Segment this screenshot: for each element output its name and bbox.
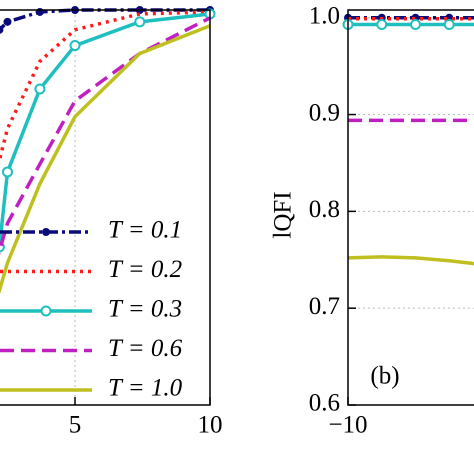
x-tick-label: 5 xyxy=(69,412,82,439)
panel-label: (b) xyxy=(370,363,399,390)
series-line xyxy=(347,255,474,266)
plot-frame xyxy=(347,9,474,406)
series-line xyxy=(0,24,211,294)
x-tick-label: −10 xyxy=(328,412,367,439)
marker xyxy=(410,19,421,31)
marker xyxy=(69,40,81,52)
x-tick-label: 10 xyxy=(198,412,223,439)
legend-label: T = 1.0 xyxy=(108,375,183,402)
y-tick-label: 0.8 xyxy=(309,196,340,223)
marker xyxy=(34,83,46,95)
y-tick-label: 0.7 xyxy=(309,293,340,320)
y-tick-label: 0.6 xyxy=(309,390,340,417)
legend-marker xyxy=(42,228,50,236)
marker xyxy=(0,25,4,34)
marker xyxy=(2,166,13,178)
plot-frame xyxy=(0,9,211,406)
marker xyxy=(443,19,455,31)
series-line xyxy=(0,12,211,252)
marker xyxy=(3,17,12,26)
marker xyxy=(376,19,388,31)
legend-label: T = 0.3 xyxy=(108,296,182,323)
legend-label: T = 0.2 xyxy=(108,256,182,283)
legend-label: T = 0.1 xyxy=(108,217,182,244)
y-axis-label: lQFI xyxy=(270,191,297,238)
y-tick-label: 0.9 xyxy=(309,99,340,126)
legend-marker xyxy=(40,305,52,317)
marker xyxy=(134,16,146,28)
legend-label: T = 0.6 xyxy=(108,335,183,362)
y-tick-label: 1.0 xyxy=(309,2,340,29)
